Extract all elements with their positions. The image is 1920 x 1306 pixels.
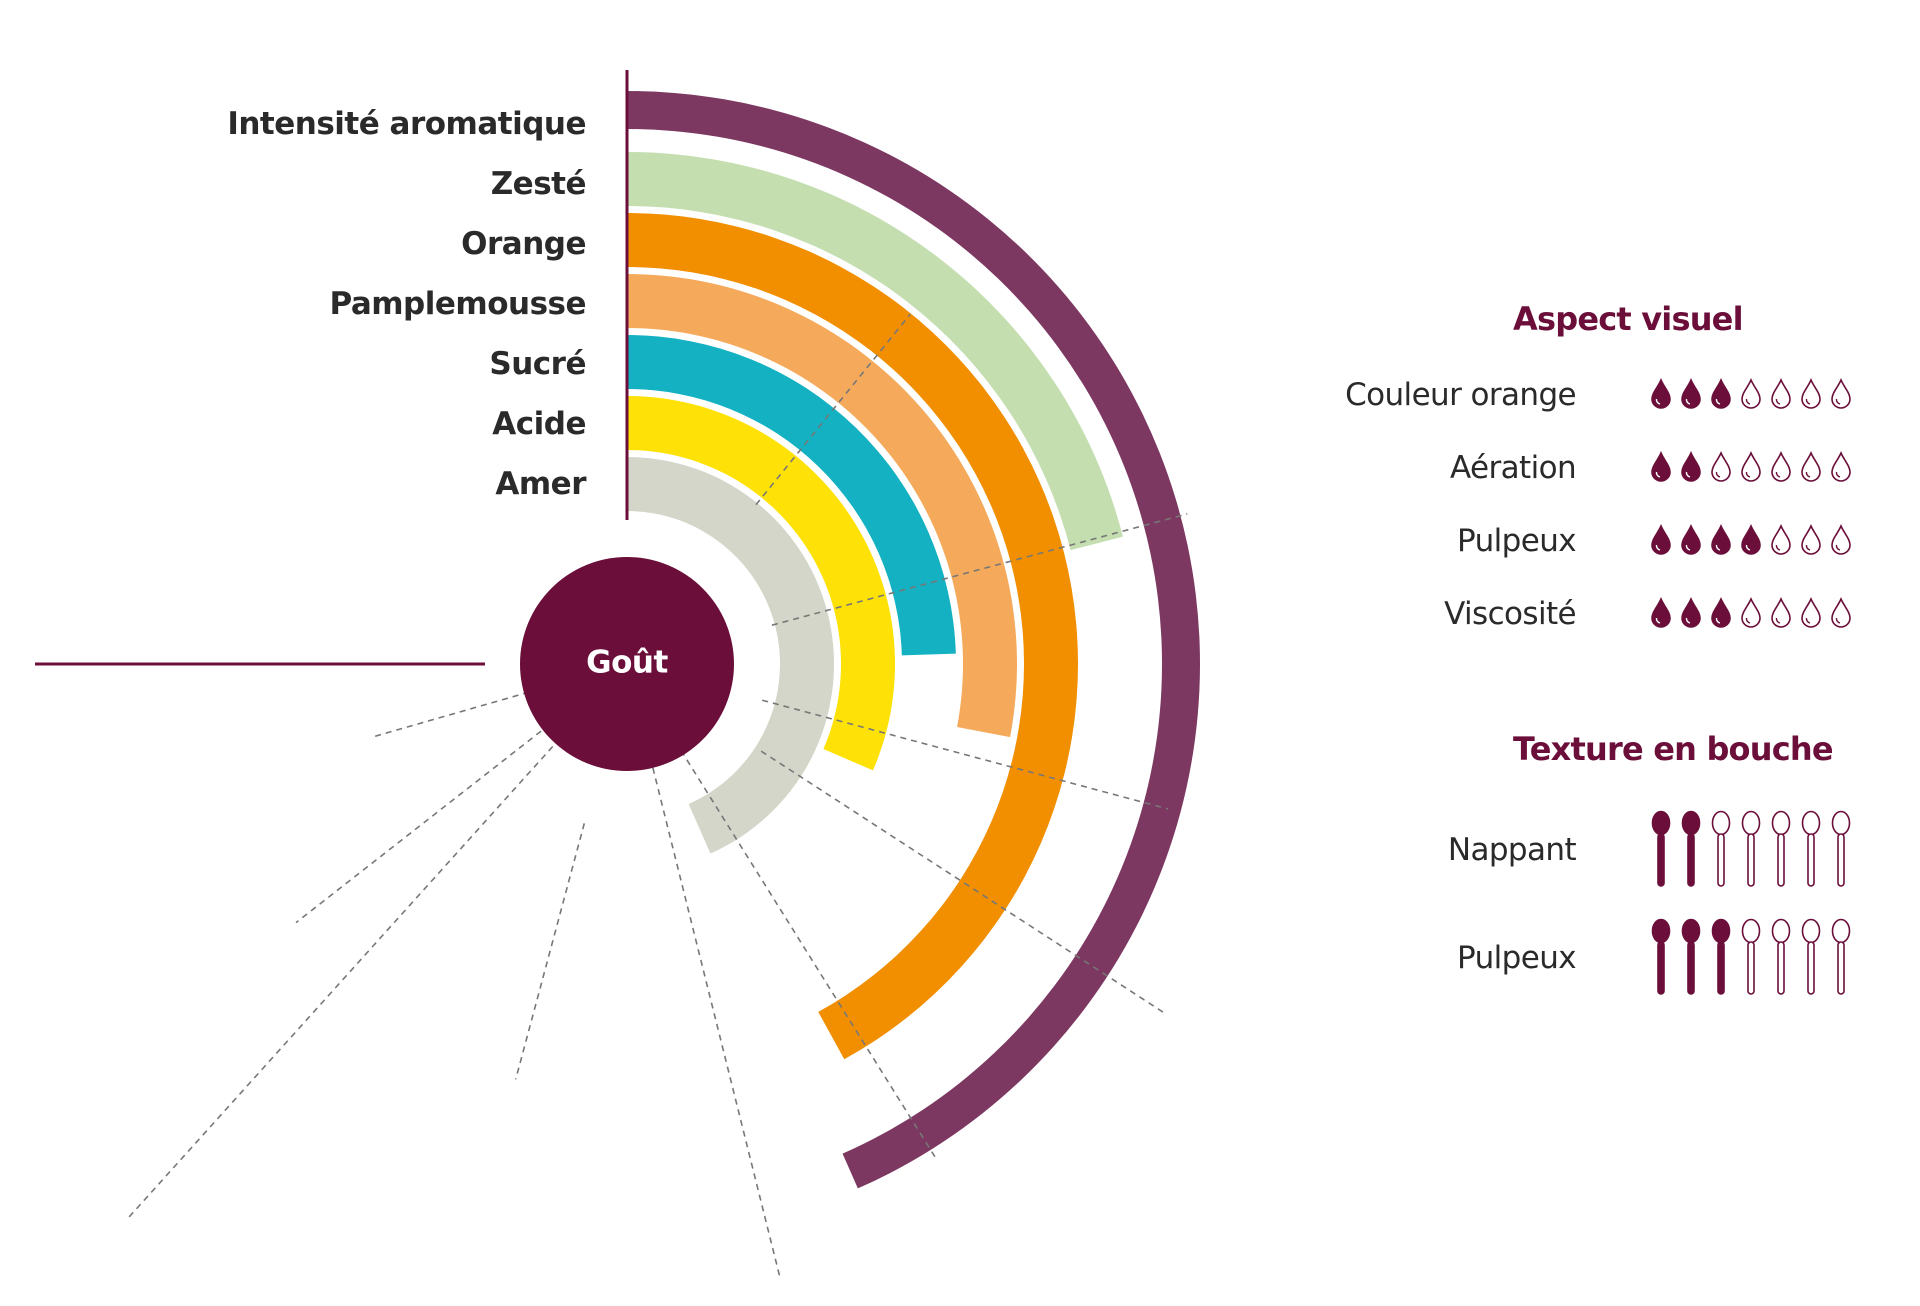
- texture-rating-label: Nappant: [1447, 832, 1577, 868]
- drop-icon: [1740, 596, 1762, 634]
- drop-icon: [1830, 450, 1852, 488]
- spoon-icon: [1740, 918, 1762, 1001]
- aspect-rating-label: Aération: [1449, 450, 1577, 486]
- scale-dash-line: [755, 313, 911, 506]
- drop-icon: [1770, 596, 1792, 634]
- aspect-rating-row: Couleur orange: [1320, 365, 1880, 425]
- arc-sucre: [627, 335, 956, 656]
- drop-icon: [1740, 377, 1762, 415]
- drop-icon: [1800, 450, 1822, 488]
- scale-dash-line: [514, 823, 586, 1080]
- drop-icon: [1770, 523, 1792, 561]
- drop-icon: [1710, 523, 1732, 561]
- scale-dash-line: [771, 513, 1188, 626]
- spoon-icon: [1830, 918, 1852, 1001]
- center-circle: [520, 557, 734, 771]
- drop-icon: [1650, 523, 1672, 561]
- aspect-rating-row: Pulpeux: [1320, 511, 1880, 571]
- spoon-icon: [1770, 810, 1792, 893]
- drop-icon: [1800, 377, 1822, 415]
- drop-icon: [1650, 450, 1672, 488]
- drop-icon: [1800, 523, 1822, 561]
- scale-dash-line: [127, 696, 598, 1219]
- spoon-icon: [1800, 918, 1822, 1001]
- arc-orange: [627, 213, 1079, 1060]
- spoon-icon: [1740, 810, 1762, 893]
- drop-icon: [1680, 450, 1702, 488]
- spoon-icon: [1680, 810, 1702, 893]
- scale-dash-line: [372, 670, 604, 738]
- spoon-icon: [1710, 918, 1732, 1001]
- drop-icon: [1830, 596, 1852, 634]
- dashed-scale-lines: [127, 313, 1188, 1281]
- drop-icon: [1740, 523, 1762, 561]
- spoon-icon: [1830, 810, 1852, 893]
- scale-dash-line: [628, 671, 782, 1281]
- spoon-icon: [1710, 810, 1732, 893]
- flavor-label-orange: Orange: [461, 226, 586, 262]
- drop-icon: [1710, 596, 1732, 634]
- texture-rating-row: Pulpeux: [1320, 918, 1880, 998]
- arc-acide: [627, 396, 895, 771]
- flavor-arcs: [627, 91, 1201, 1189]
- aspect-rating-row: Viscosité: [1320, 584, 1880, 644]
- texture-rating-label: Pulpeux: [1457, 940, 1577, 976]
- texture-rating-row: Nappant: [1320, 810, 1880, 890]
- drop-icon: [1680, 377, 1702, 415]
- arc-zeste: [627, 152, 1123, 551]
- scale-dash-line: [639, 684, 938, 1161]
- drop-icon: [1680, 523, 1702, 561]
- spoon-icon: [1680, 918, 1702, 1001]
- drop-icon: [1800, 596, 1822, 634]
- spoon-icon: [1770, 918, 1792, 1001]
- drop-icon: [1770, 377, 1792, 415]
- drop-icon: [1770, 450, 1792, 488]
- flavor-label-pamplemousse: Pamplemousse: [329, 286, 586, 322]
- flavor-label-acide: Acide: [492, 406, 586, 442]
- arc-pamplemousse: [627, 274, 1017, 738]
- drop-icon: [1740, 450, 1762, 488]
- flavor-label-sucre: Sucré: [489, 346, 586, 382]
- scale-dash-line: [762, 699, 1169, 810]
- aspect-rating-row: Aération: [1320, 438, 1880, 498]
- texture-en-bouche-title: Texture en bouche: [1513, 730, 1834, 768]
- drop-icon: [1650, 596, 1672, 634]
- spoon-icon: [1650, 918, 1672, 1001]
- drop-icon: [1830, 377, 1852, 415]
- drop-icon: [1650, 377, 1672, 415]
- scale-dash-line: [760, 750, 1165, 1014]
- aspect-rating-label: Viscosité: [1444, 596, 1576, 632]
- aspect-rating-label: Couleur orange: [1345, 377, 1577, 413]
- drop-icon: [1680, 596, 1702, 634]
- drop-icon: [1710, 377, 1732, 415]
- spoon-icon: [1650, 810, 1672, 893]
- aspect-visuel-title: Aspect visuel: [1513, 300, 1744, 338]
- spoon-icon: [1800, 810, 1822, 893]
- center-label: Goût: [586, 645, 668, 681]
- drop-icon: [1710, 450, 1732, 488]
- flavor-label-zeste: Zesté: [490, 166, 587, 202]
- flavor-label-amer: Amer: [495, 466, 586, 502]
- aspect-rating-label: Pulpeux: [1457, 523, 1577, 559]
- arc-amer: [627, 457, 834, 854]
- drop-icon: [1830, 523, 1852, 561]
- flavor-label-intensite-aromatique: Intensité aromatique: [227, 106, 586, 142]
